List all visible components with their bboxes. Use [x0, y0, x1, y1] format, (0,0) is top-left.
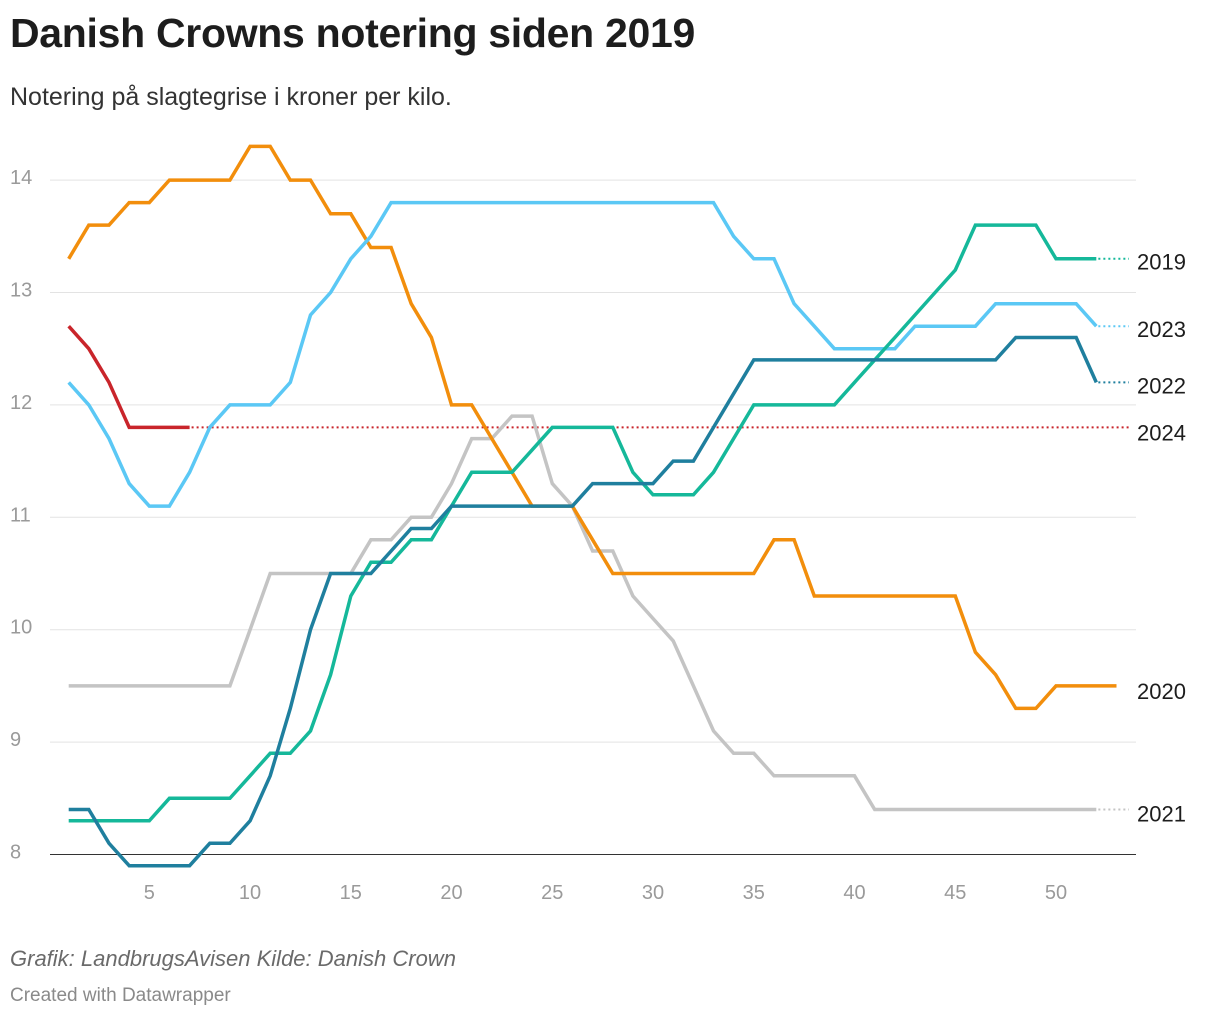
x-axis-ticks: 5 10 15 20 25 30 35 40 45 50: [144, 882, 1067, 904]
x-tick-label-20: 20: [440, 882, 462, 904]
x-tick-label-25: 25: [541, 882, 563, 904]
dotted-extensions: [191, 257, 1129, 811]
x-tick-label-15: 15: [340, 882, 362, 904]
series-labels: 2021 2020 2023 2019 2022 2024: [1137, 250, 1186, 827]
x-tick-label-50: 50: [1045, 882, 1067, 904]
y-tick-label-14: 14: [10, 167, 32, 189]
series-end-label-2024: 2024: [1137, 421, 1186, 446]
series-end-label-2021: 2021: [1137, 802, 1186, 827]
series-lines: [67, 144, 1117, 868]
chart-subtitle: Notering på slagtegrise i kroner per kil…: [10, 83, 452, 111]
series-line-2022: [68, 335, 1098, 868]
x-tick-label-45: 45: [944, 882, 966, 904]
y-tick-label-8: 8: [10, 842, 21, 864]
footer-source: Grafik: LandbrugsAvisen Kilde: Danish Cr…: [10, 946, 456, 971]
y-axis-ticks: 8 9 10 11 12 13 14: [10, 167, 32, 863]
x-tick-label-40: 40: [843, 882, 865, 904]
grid-lines: [50, 179, 1136, 855]
x-tick-label-5: 5: [144, 882, 155, 904]
x-tick-label-35: 35: [743, 882, 765, 904]
series-line-2023: [67, 200, 1098, 508]
y-tick-label-13: 13: [10, 280, 32, 302]
series-end-label-2022: 2022: [1137, 373, 1186, 398]
series-end-label-2020: 2020: [1137, 679, 1186, 704]
x-tick-label-30: 30: [642, 882, 664, 904]
series-line-2019: [68, 223, 1097, 823]
chart-title: Danish Crowns notering siden 2019: [10, 10, 695, 56]
series-line-2020: [67, 144, 1117, 711]
series-end-label-2019: 2019: [1137, 250, 1186, 275]
x-tick-label-10: 10: [239, 882, 261, 904]
series-end-label-2023: 2023: [1137, 317, 1186, 342]
y-tick-label-11: 11: [10, 504, 31, 526]
footer-credit: Created with Datawrapper: [10, 985, 231, 1006]
y-tick-label-9: 9: [10, 729, 21, 751]
series-line-2024: [67, 325, 190, 430]
y-tick-label-10: 10: [10, 617, 32, 639]
series-line-2021: [68, 414, 1097, 812]
y-tick-label-12: 12: [10, 392, 32, 414]
